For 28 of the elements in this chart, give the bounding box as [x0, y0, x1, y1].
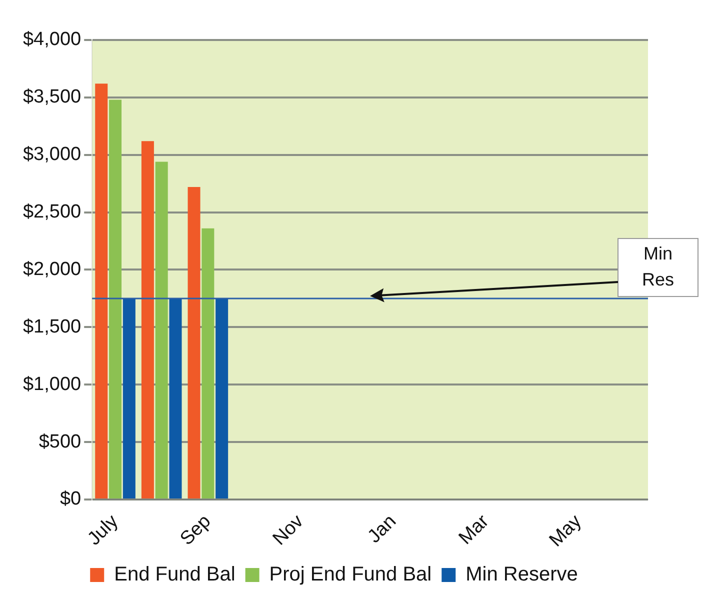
x-tick-label: Sep [176, 510, 216, 550]
bar [95, 84, 108, 498]
bar [216, 298, 228, 498]
y-tick-label: $0 [60, 488, 82, 510]
y-tick-label: $4,000 [22, 29, 82, 50]
x-tick-label: May [546, 510, 586, 552]
y-tick-label: $1,000 [22, 374, 82, 395]
bar [169, 298, 182, 498]
bar [141, 141, 154, 498]
legend-label: Min Reserve [466, 564, 578, 586]
bar [188, 187, 200, 498]
ref-line-label: Min Res [642, 243, 674, 290]
x-tick-label: July [84, 510, 123, 550]
legend-label: Proj End Fund Bal [269, 564, 432, 586]
legend-label: End Fund Bal [114, 564, 236, 586]
bar [122, 298, 136, 498]
bar [155, 162, 168, 498]
y-tick-label: $3,000 [22, 144, 82, 166]
y-tick-label: $3,500 [22, 86, 82, 108]
y-tick-label: $1,500 [22, 316, 82, 338]
x-tick-label: Mar [455, 510, 494, 549]
y-tick-label: $2,500 [22, 202, 82, 223]
y-tick-label: $2,000 [22, 258, 82, 280]
bar [202, 228, 214, 498]
bar [109, 100, 122, 498]
x-tick-label: Jan [364, 510, 400, 548]
y-tick-label: $500 [38, 431, 82, 452]
x-tick-label: Nov [269, 510, 308, 550]
